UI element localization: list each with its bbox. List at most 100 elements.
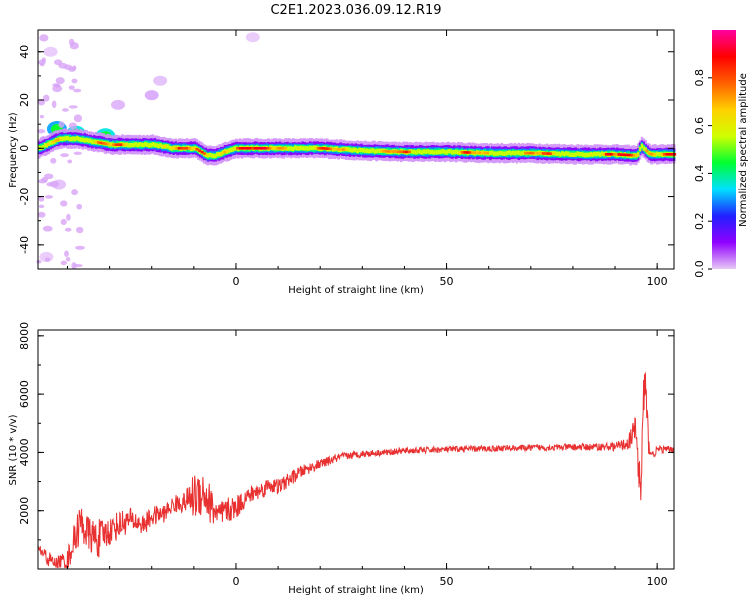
spectrogram-speckle [55, 77, 65, 85]
spectrogram-hot-cell [473, 151, 477, 155]
spectrogram-hot-cell [117, 143, 121, 146]
spectrogram-cell [411, 149, 414, 154]
spectrogram-blob [43, 46, 58, 57]
spectrogram-cell [352, 147, 356, 152]
spectrogram-cell [377, 148, 380, 153]
spectrogram-hot-cell [670, 153, 674, 156]
spectrogram-hot-cell [225, 149, 229, 153]
spectrogram-cell [563, 151, 566, 157]
spectrogram-cell [490, 150, 494, 155]
spectrogram-hot-cell [170, 146, 174, 150]
spectrogram-hot-cell [326, 147, 330, 151]
snr-background [38, 330, 674, 569]
spectrogram-cell [576, 151, 579, 156]
spectrogram-cell [492, 151, 496, 156]
spectrogram-hot-cell [180, 146, 184, 150]
spectrogram-blob [245, 32, 260, 43]
spectrogram-speckle [73, 88, 82, 93]
spectrogram-cell [212, 153, 215, 159]
spectrogram-cell [64, 136, 68, 141]
spectrogram-hot-cell [246, 146, 250, 150]
spectrogram-hot-cell [647, 152, 651, 155]
spectrogram-cell [566, 151, 570, 156]
snr-ticks: 0 50 100 2000 4000 6000 8000 [18, 322, 674, 588]
spectrogram-cell [360, 148, 363, 153]
spectrogram-cell [159, 143, 162, 148]
spectrogram-cell [489, 150, 492, 156]
spectrogram-hot-cell [104, 142, 108, 146]
colorbar-ticks: 0.0 0.2 0.4 0.6 0.8 [693, 69, 712, 278]
spectrogram-hot-cell [329, 147, 333, 151]
spectrogram-hot-cell [109, 143, 113, 146]
spectrogram-cell [43, 142, 47, 148]
colorbar-tick-label: 0.6 [693, 117, 706, 135]
spectrogram-hot-cell [397, 150, 401, 154]
spectrogram-hot-cell [268, 146, 272, 150]
spectrogram-ytick-label: 0 [18, 145, 31, 152]
spectrogram-cell [79, 137, 83, 142]
spectrogram-cell [140, 142, 143, 147]
spectrogram-cell [434, 150, 437, 155]
spectrogram-cell [555, 151, 558, 157]
spectrogram-blob [153, 75, 168, 86]
snr-ytick-label: 6000 [18, 380, 31, 408]
spectrogram-speckle [39, 34, 49, 42]
spectrogram-cell [599, 152, 602, 157]
spectrogram-cell [417, 149, 420, 154]
spectrogram-hot-cell [615, 153, 619, 156]
spectrogram-cell [494, 151, 498, 156]
spectrogram-panel: 0 50 100 -40 -20 0 20 40 Height of straight lin… [8, 29, 677, 296]
spectrogram-cell [437, 149, 441, 155]
spectrogram-cell [373, 149, 376, 154]
spectrogram-cell [151, 142, 155, 147]
spectrogram-cell [147, 143, 151, 148]
spectrogram-speckle [68, 105, 78, 109]
snr-xlabel: Height of straight line (km) [288, 585, 424, 596]
spectrogram-hot-cell [342, 148, 346, 151]
spectrogram-hot-cell [481, 151, 485, 155]
spectrogram-speckle [44, 257, 51, 262]
spectrogram-cell [570, 152, 574, 157]
spectrogram-hot-cell [612, 153, 616, 156]
spectrogram-hot-cell [529, 151, 533, 155]
spectrogram-hot-cell [478, 151, 482, 155]
spectrogram-cell [92, 139, 96, 144]
spectrogram-speckle [60, 200, 68, 207]
spectrogram-hot-cell [175, 146, 179, 150]
spectrogram-cell [85, 137, 88, 143]
spectrogram-hot-cell [380, 149, 384, 153]
spectrogram-speckle [75, 226, 84, 234]
spectrogram-cell [371, 148, 375, 153]
spectrogram-hot-cell [235, 146, 239, 150]
spectrogram-hot-cell [665, 153, 669, 156]
spectrogram-hot-cell [253, 146, 257, 150]
colorbar-label: Normalized spectral amplitude [738, 73, 749, 227]
spectrogram-hot-cell [273, 146, 277, 150]
spectrogram-cell [595, 151, 598, 157]
spectrogram-cell [66, 135, 69, 141]
spectrogram-speckle [64, 227, 72, 232]
spectrogram-cell [454, 149, 458, 154]
spectrogram-hot-cell [483, 151, 487, 155]
spectrogram-cell [367, 149, 371, 154]
spectrogram-cell [496, 151, 500, 156]
spectrogram-cell [456, 150, 460, 155]
colorbar-tick-label: 0.0 [693, 260, 706, 278]
spectrogram-speckle [36, 259, 42, 264]
spectrogram-speckle [68, 38, 75, 46]
spectrogram-cell [299, 145, 303, 151]
spectrogram-hot-cell [266, 146, 270, 150]
spectrogram-cell [581, 152, 585, 157]
spectrogram-hot-cell [107, 142, 111, 146]
spectrogram-hot-cell [539, 152, 543, 155]
spectrogram-cell [424, 149, 428, 155]
spectrogram-speckle [65, 256, 71, 262]
spectrogram-hot-cell [602, 153, 606, 156]
spectrogram-hot-cell [124, 143, 128, 146]
spectrogram-speckle [38, 204, 45, 209]
spectrogram-hot-cell [112, 143, 116, 146]
spectrogram-cell [500, 151, 503, 156]
spectrogram-hot-cell [400, 150, 404, 154]
spectrogram-hot-cell [220, 151, 224, 155]
spectrogram-cell [127, 143, 130, 148]
